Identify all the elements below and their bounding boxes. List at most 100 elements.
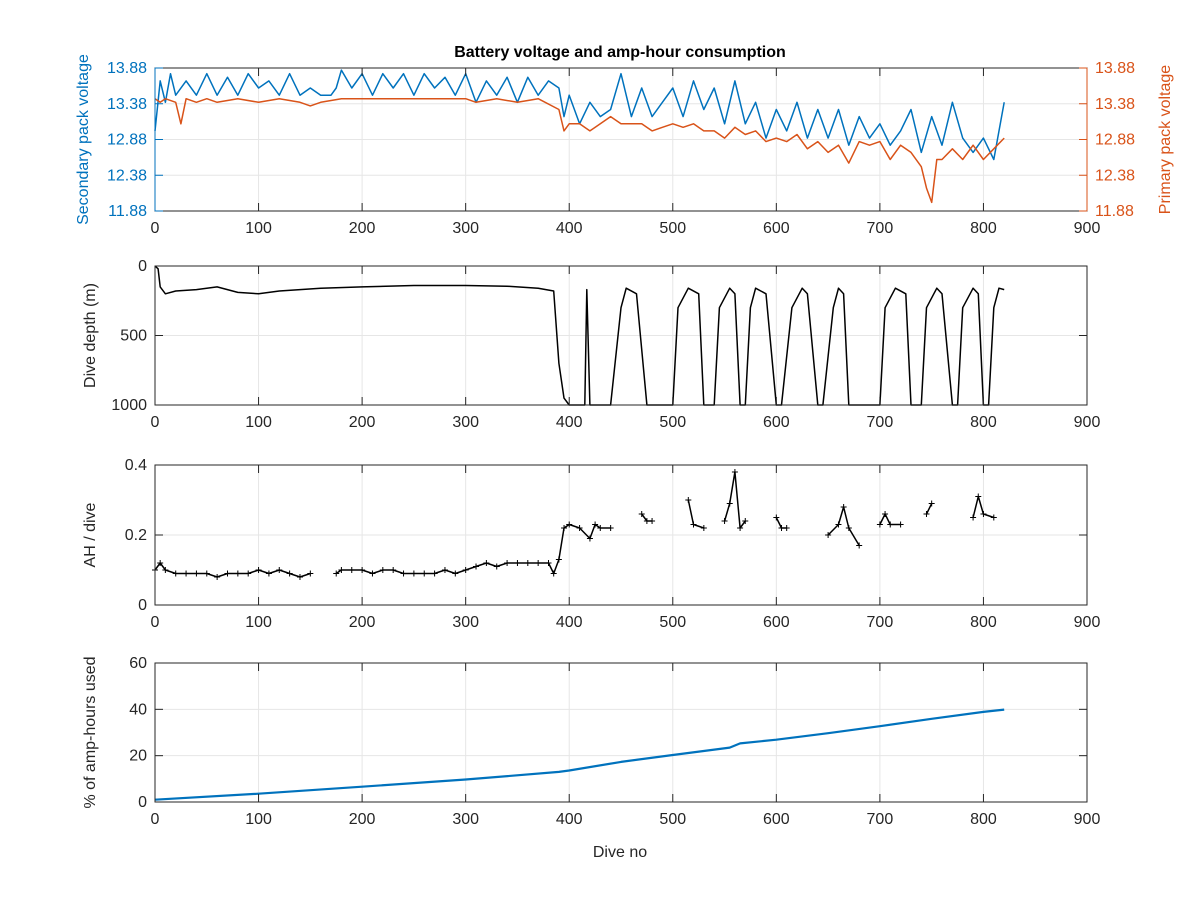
y-right-tick-label: 12.88 [1095, 132, 1135, 149]
axes-box [154, 662, 1088, 803]
data-point [700, 525, 707, 531]
data-point [643, 518, 650, 524]
y-tick-label: 0.4 [125, 457, 147, 474]
x-tick-label: 700 [867, 614, 894, 631]
series-line-1 [154, 69, 1005, 161]
data-point [524, 560, 531, 566]
data-point [514, 560, 521, 566]
data-point [183, 570, 190, 577]
data-point [897, 521, 904, 528]
x-tick-label: 700 [867, 414, 894, 431]
x-tick-label: 600 [763, 414, 790, 431]
series-line-1 [154, 708, 1005, 801]
data-point [649, 518, 656, 524]
y-tick-label: 11.88 [108, 203, 147, 220]
data-point [379, 567, 386, 573]
x-tick-label: 100 [245, 220, 272, 237]
panel-4: 0 100 200 300 400 500 600 700 800 900 0 20 40 60 % of … [82, 655, 1100, 828]
data-point [441, 567, 448, 573]
data-point [550, 570, 557, 577]
panel-2: 0 100 200 300 400 500 600 700 800 900 0 500 1000 Dive… [82, 258, 1100, 431]
data-point [576, 525, 583, 531]
panel-3: 0 100 200 300 400 500 600 700 800 900 0 0.2 0.4 AH / … [82, 457, 1100, 631]
data-point [504, 560, 511, 566]
data-point [452, 570, 459, 577]
data-point [778, 525, 785, 531]
data-point [348, 567, 355, 573]
data-point [887, 521, 894, 528]
data-point [172, 570, 179, 577]
y-tick-label: 12.38 [107, 167, 147, 184]
data-point [234, 570, 241, 577]
x-tick-label: 800 [970, 614, 997, 631]
x-tick-label: 200 [349, 614, 376, 631]
data-point [276, 567, 283, 573]
data-point [928, 500, 935, 507]
x-tick-label: 400 [556, 811, 583, 828]
data-point [431, 570, 438, 577]
data-point [737, 525, 744, 531]
data-point [307, 570, 314, 577]
data-point [400, 570, 407, 577]
x-tick-label: 900 [1074, 220, 1101, 237]
y-tick-label: 1000 [111, 397, 147, 414]
x-tick-label: 300 [452, 414, 479, 431]
data-point [845, 525, 852, 531]
chart-title: Battery voltage and amp-hour consumption [454, 44, 786, 61]
data-point [493, 563, 500, 570]
data-point [224, 570, 231, 577]
x-tick-label: 100 [245, 614, 272, 631]
y-axis-label: AH / dive [82, 502, 99, 567]
data-point [462, 567, 469, 573]
x-tick-label: 0 [151, 220, 160, 237]
panel-1: 0 100 200 300 400 500 600 700 800 90011.8812.3812… [75, 54, 1174, 237]
data-point [882, 511, 889, 517]
data-point [742, 518, 749, 524]
data-point [555, 556, 562, 563]
data-point [193, 570, 200, 577]
y-tick-label: 0.2 [125, 527, 147, 544]
x-tick-label: 0 [151, 614, 160, 631]
data-point [638, 511, 645, 517]
data-point [597, 525, 604, 531]
x-tick-label: 900 [1074, 414, 1101, 431]
data-point [566, 521, 573, 528]
x-tick-label: 500 [659, 220, 686, 237]
plot-area [155, 663, 1087, 802]
data-point [856, 542, 863, 549]
data-point [773, 514, 780, 521]
data-point [607, 525, 614, 531]
x-tick-label: 200 [349, 220, 376, 237]
data-point [690, 521, 697, 528]
x-tick-label: 300 [452, 220, 479, 237]
x-tick-label: 500 [659, 414, 686, 431]
data-point [592, 521, 599, 528]
y-tick-label: 12.88 [107, 132, 147, 149]
x-tick-label: 0 [151, 811, 160, 828]
y-tick-label: 40 [129, 701, 147, 718]
x-tick-label: 400 [556, 414, 583, 431]
data-point [245, 570, 252, 577]
data-point [265, 570, 272, 577]
data-point [359, 567, 366, 573]
y-tick-label: 20 [129, 748, 147, 765]
y-tick-label: 60 [129, 655, 147, 672]
data-point [410, 570, 417, 577]
data-point [970, 514, 977, 521]
data-point [421, 570, 428, 577]
y-tick-label: 500 [120, 328, 147, 345]
data-point [685, 497, 692, 503]
x-tick-label: 300 [452, 811, 479, 828]
x-tick-label: 100 [245, 811, 272, 828]
x-tick-label: 800 [970, 414, 997, 431]
data-point [586, 535, 593, 542]
data-point [483, 560, 490, 566]
data-point [338, 567, 345, 573]
data-point [214, 574, 221, 580]
data-point [923, 511, 930, 517]
y-tick-label: 13.38 [107, 96, 147, 113]
data-point [731, 469, 738, 475]
x-tick-label: 400 [556, 220, 583, 237]
